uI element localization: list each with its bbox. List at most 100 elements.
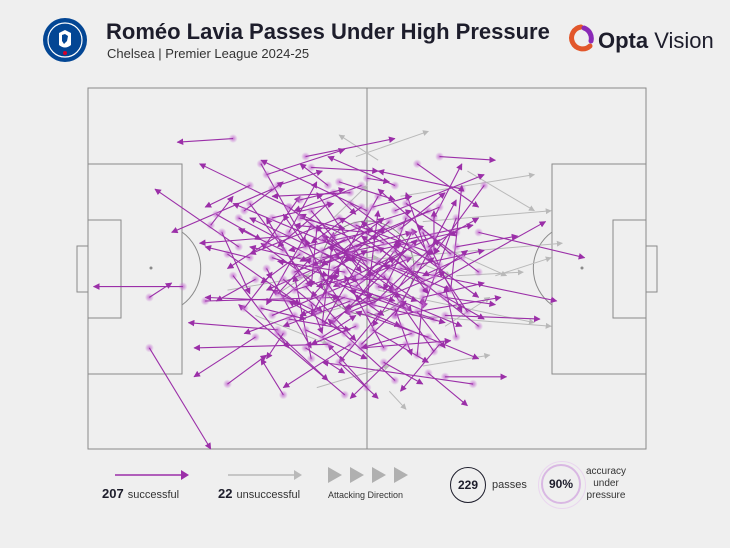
successful-pass-arrow bbox=[277, 257, 312, 295]
successful-pass-arrow bbox=[338, 361, 379, 399]
attacking-direction-icon bbox=[328, 467, 408, 483]
successful-pass-arrow bbox=[422, 221, 547, 291]
successful-pass-arrow bbox=[338, 282, 385, 316]
successful-label: successful bbox=[127, 489, 180, 501]
successful-pass-arrow bbox=[439, 156, 496, 164]
successful-pass-arrow bbox=[148, 347, 212, 450]
successful-pass-arrow bbox=[327, 318, 396, 381]
successful-pass-arrow bbox=[272, 201, 335, 219]
successful-pass-arrow bbox=[321, 359, 474, 385]
successful-pass-arrow bbox=[338, 315, 379, 363]
successful-pass-arrow bbox=[176, 137, 234, 146]
successful-pass-arrow bbox=[277, 333, 329, 381]
successful-pass-arrow bbox=[327, 155, 396, 186]
successful-pass-arrow bbox=[445, 314, 541, 323]
successful-pass-arrow bbox=[321, 257, 362, 327]
successful-pass-arrow bbox=[400, 300, 463, 328]
brand-name-light: Vision bbox=[654, 28, 714, 53]
successful-pass-arrow bbox=[277, 203, 329, 248]
successful-pass-arrow bbox=[171, 188, 273, 234]
successful-pass-arrow bbox=[361, 300, 407, 345]
successful-pass-arrow bbox=[154, 188, 239, 248]
unsuccessful-pass-arrow bbox=[456, 269, 524, 277]
accuracy-label: accuracy under pressure bbox=[586, 466, 627, 501]
successful-pass-arrow bbox=[366, 311, 402, 327]
successful-pass-arrow bbox=[204, 294, 289, 302]
successful-pass-arrow bbox=[187, 319, 278, 331]
pitch-lines bbox=[76, 87, 658, 450]
unsuccessful-pass-arrow bbox=[495, 256, 552, 277]
successful-pass-arrow bbox=[394, 295, 502, 316]
successful-pass-arrow bbox=[243, 181, 284, 212]
successful-pass-arrow bbox=[260, 307, 307, 321]
successful-pass-arrow bbox=[266, 148, 346, 176]
successful-pass-arrow bbox=[299, 217, 346, 231]
successful-pass-arrow bbox=[450, 184, 465, 291]
successful-pass-arrow bbox=[344, 296, 384, 310]
successful-pass-arrow bbox=[266, 195, 301, 244]
successful-pass-arrow bbox=[204, 184, 251, 208]
successful-pass-arrow bbox=[193, 336, 256, 378]
opta-vision-logo: Opta Vision bbox=[568, 24, 718, 58]
successful-pass-arrow bbox=[383, 361, 424, 385]
successful-pass-arrow bbox=[405, 203, 457, 237]
successful-pass-arrow bbox=[400, 192, 446, 230]
successful-pass-arrow bbox=[215, 278, 256, 302]
successful-pass-arrow bbox=[316, 275, 356, 289]
successful-pass-arrow bbox=[199, 163, 290, 208]
legend-successful-arrow bbox=[115, 470, 189, 480]
successful-pass-arrow bbox=[305, 329, 368, 360]
successful-pass-arrow bbox=[227, 354, 268, 385]
unsuccessful-pass-arrow bbox=[433, 242, 508, 277]
chelsea-crest-icon bbox=[43, 18, 87, 62]
successful-pass-arrow bbox=[394, 250, 429, 295]
unsuccessful-pass-arrow bbox=[388, 390, 407, 410]
successful-pass-arrow bbox=[456, 233, 519, 248]
unsuccessful-label: unsuccessful bbox=[236, 489, 301, 501]
successful-pass-arrow bbox=[282, 343, 351, 389]
successful-pass-arrow bbox=[394, 257, 435, 291]
unsuccessful-pass-arrow bbox=[422, 353, 491, 367]
successful-pass-arrow bbox=[260, 253, 301, 284]
successful-pass-arrow bbox=[349, 203, 480, 298]
brand-name-bold: Opta bbox=[598, 28, 649, 53]
successful-pass-arrow bbox=[416, 163, 480, 208]
successful-pass-arrow bbox=[305, 347, 346, 374]
successful-pass-arrow bbox=[260, 159, 368, 212]
successful-pass-arrow bbox=[383, 264, 429, 288]
successful-pass-arrow bbox=[294, 274, 340, 291]
successful-pass-arrow bbox=[366, 246, 412, 277]
successful-pass-arrow bbox=[422, 281, 485, 298]
unsuccessful-count: 22 bbox=[218, 486, 233, 501]
successful-passes bbox=[92, 134, 586, 450]
successful-pass-arrow bbox=[310, 210, 362, 273]
successful-pass-arrow bbox=[282, 213, 307, 248]
successful-pass-arrow bbox=[433, 185, 485, 255]
unsuccessful-pass-arrow bbox=[400, 172, 535, 197]
successful-pass-arrow bbox=[299, 163, 329, 186]
successful-pass-arrow bbox=[478, 231, 586, 260]
successful-pass-arrow bbox=[416, 311, 446, 349]
successful-count: 207 bbox=[102, 486, 124, 501]
successful-pass-arrow bbox=[299, 187, 346, 201]
successful-pass-arrow bbox=[232, 202, 390, 270]
successful-pass-arrow bbox=[428, 217, 480, 248]
unsuccessful-pass-arrow bbox=[316, 364, 390, 389]
successful-pass-arrow bbox=[310, 325, 357, 346]
successful-pass-arrow bbox=[149, 282, 173, 298]
attacking-direction-label: Attacking Direction bbox=[328, 490, 404, 500]
successful-pass-arrow bbox=[322, 314, 357, 338]
successful-pass-arrow bbox=[311, 166, 379, 175]
successful-pass-arrow bbox=[372, 329, 429, 363]
successful-pass-arrow bbox=[305, 136, 396, 158]
successful-pass-arrow bbox=[338, 217, 385, 244]
successful-pass-arrow bbox=[360, 221, 407, 259]
total-passes-label: passes bbox=[492, 479, 527, 491]
successful-pass-arrow bbox=[204, 245, 250, 259]
successful-pass-arrow bbox=[266, 333, 284, 360]
successful-pass-arrow bbox=[249, 244, 312, 262]
total-passes-badge: 229 bbox=[450, 467, 486, 503]
successful-pass-arrow bbox=[360, 332, 412, 350]
unsuccessful-pass-arrow bbox=[422, 208, 552, 223]
